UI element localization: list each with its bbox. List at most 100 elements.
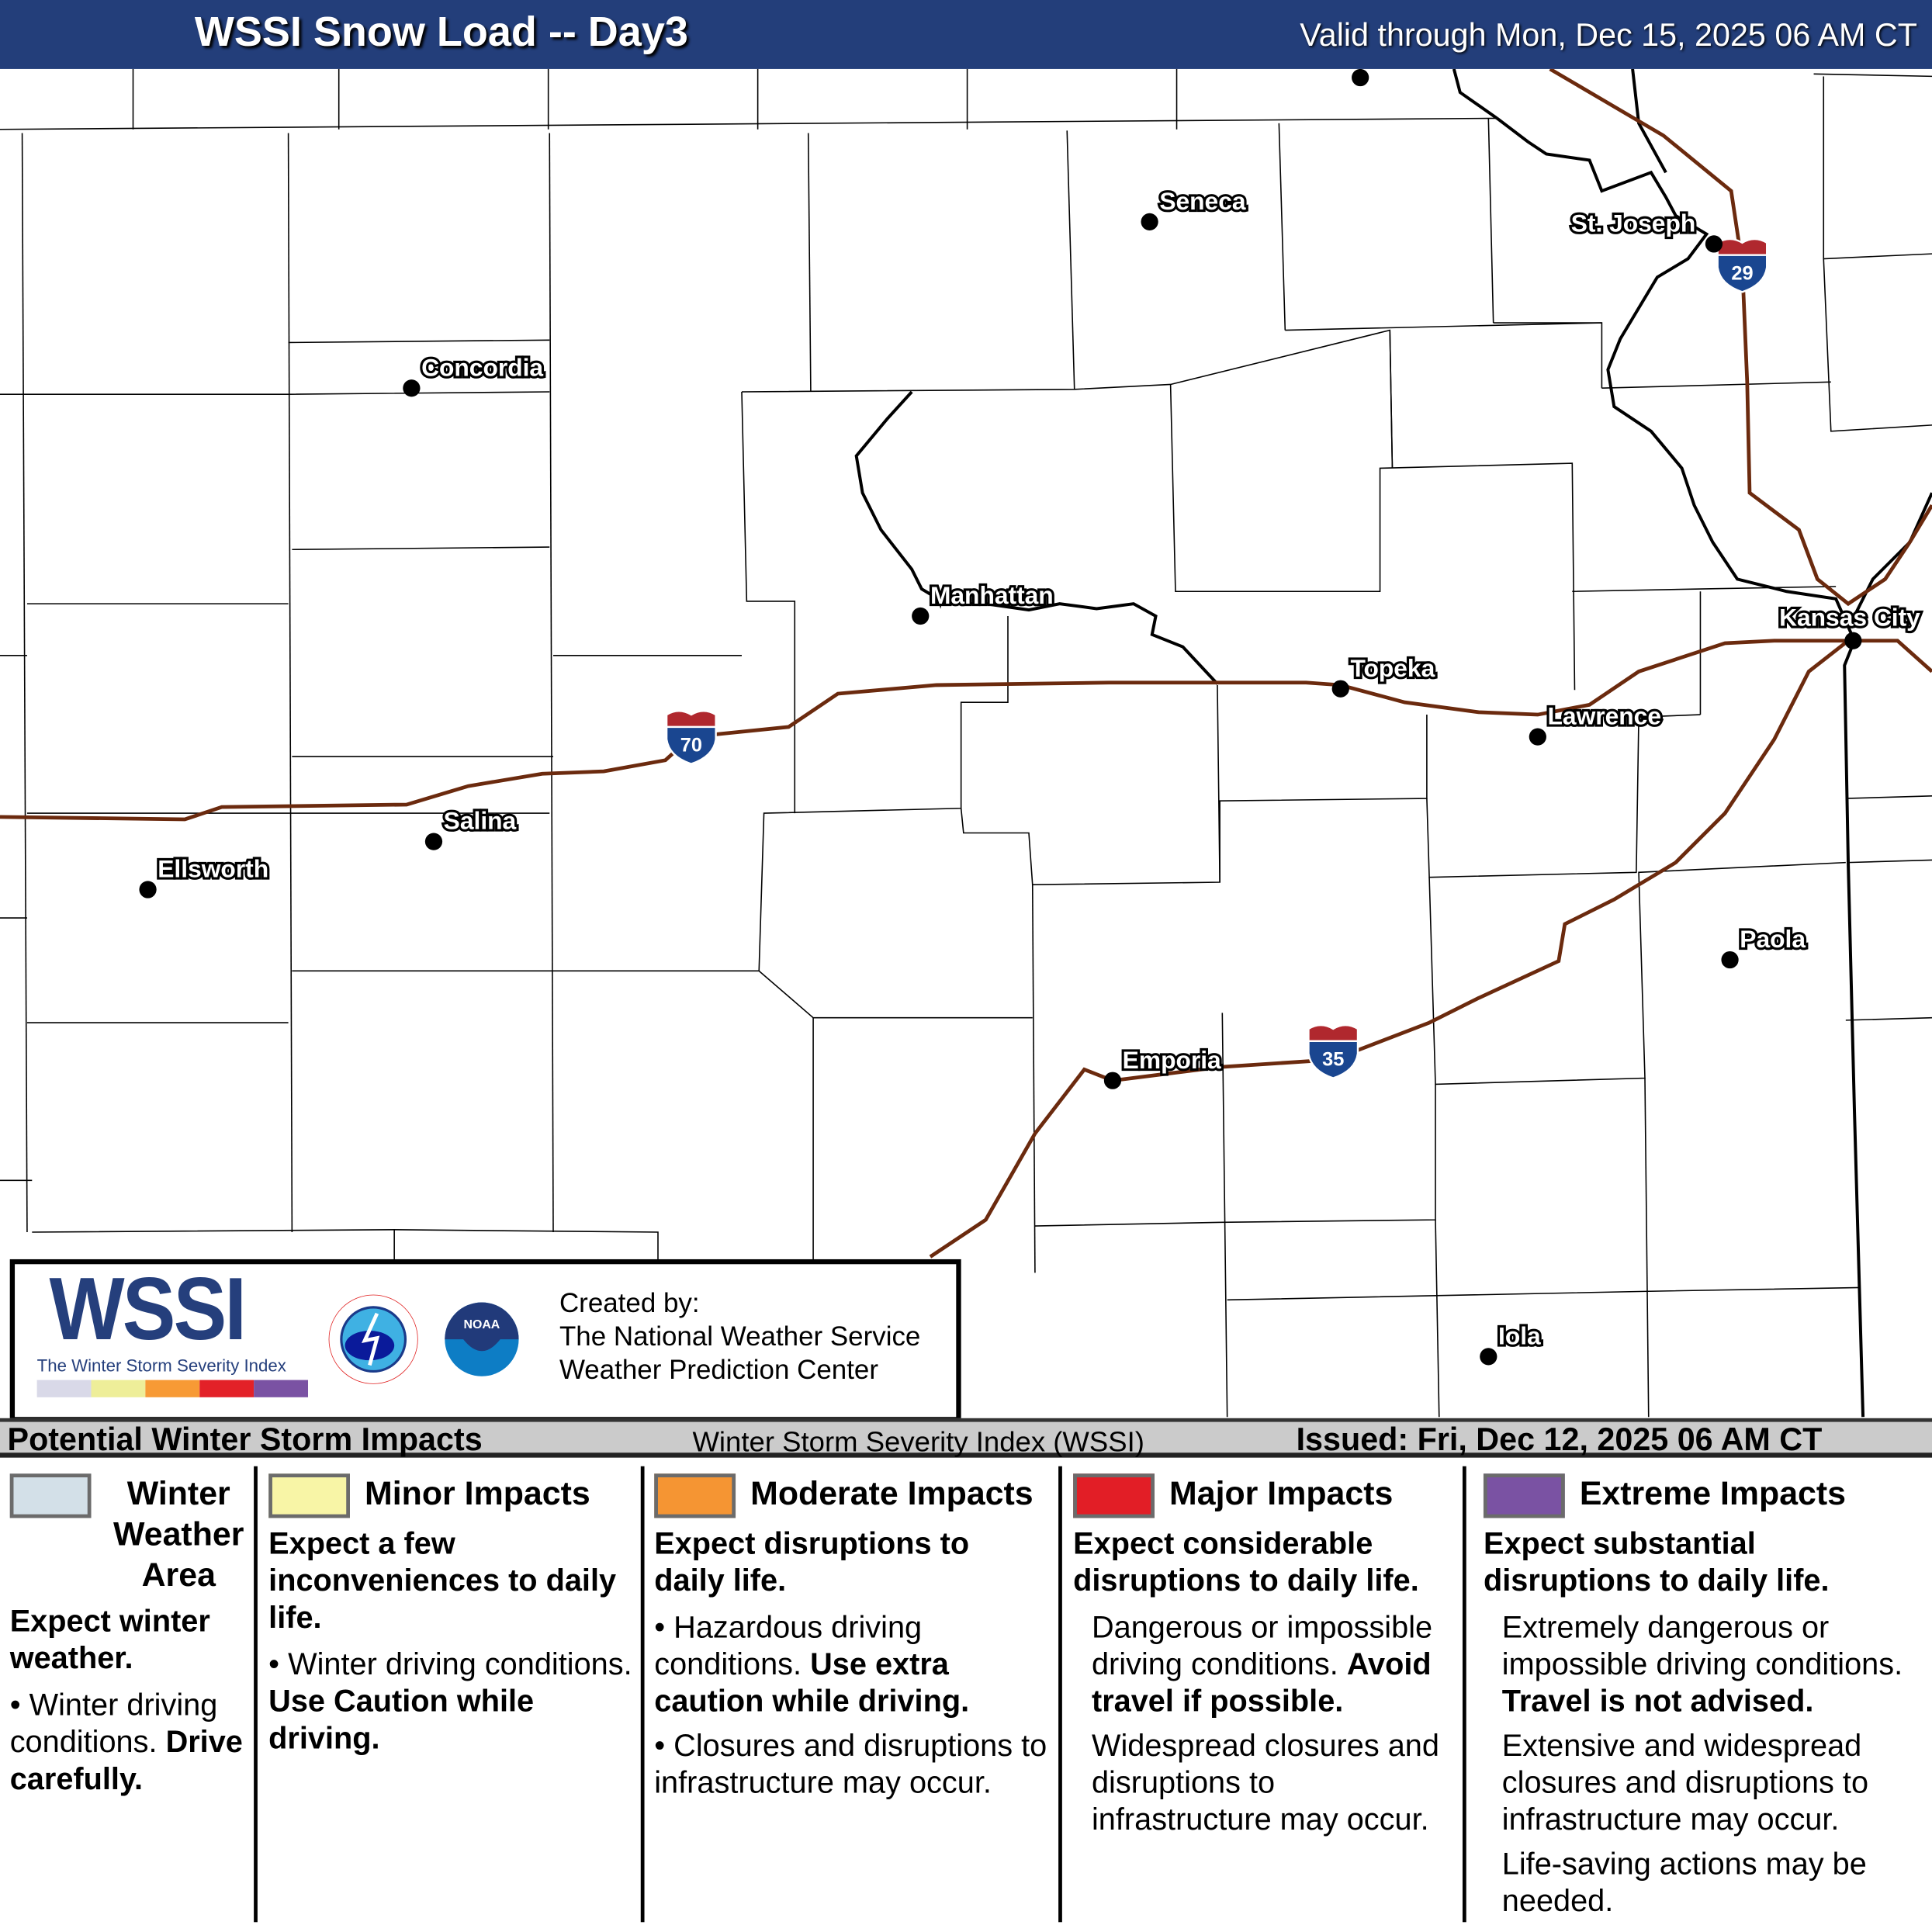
minor-swatch [268,1473,350,1518]
legend-title: Potential Winter Storm Impacts [7,1420,483,1458]
title-bar: WSSI Snow Load -- Day3 Valid through Mon… [0,0,1932,69]
county-line [741,391,796,814]
county-line [1823,76,1932,260]
city-dot [1352,68,1369,87]
scale-winter [36,1380,92,1397]
county-line [1601,381,1831,390]
created-by-label: Created by: [559,1287,700,1319]
county-line [758,970,1033,1019]
county-line [0,117,1497,130]
winter-title: Winter Weather Area [113,1474,244,1594]
interstate-shield-icon: 29 [1716,237,1768,293]
interstate-highway [0,639,1932,822]
state-border [854,68,1932,1418]
divider [254,1466,258,1923]
noaa-logo-text: NOAA [464,1318,500,1331]
city-label: Seneca [1159,187,1246,215]
county-line [1219,715,1428,883]
moderate-bullet: • Hazardous driving conditions. [654,1610,923,1682]
minor-title: Minor Impacts [365,1474,590,1512]
county-line [1169,384,1576,691]
extreme-bullet-3: Life-saving actions may be needed. [1501,1847,1867,1919]
moderate-bold: Use extra caution while driving. [654,1647,970,1719]
nws-logo-icon [324,1290,423,1389]
extreme-desc: Expect substantial disruptions to daily … [1483,1526,1830,1598]
interstate-number: 70 [680,735,702,757]
legend-header: Potential Winter Storm Impacts Winter St… [0,1418,1932,1458]
scale-extreme [254,1380,309,1397]
county-line [1034,1084,1436,1227]
county-line [0,391,550,395]
county-line [1426,717,1639,878]
county-line [807,133,812,392]
city-label: Salina [444,807,517,835]
county-line [1847,859,1932,864]
interstate-highway [1549,68,1932,607]
county-line [1639,714,1701,718]
interstate-highway [929,639,1850,1259]
city-label: Concordia [421,353,543,381]
county-line [960,684,1220,885]
city-label: St. Joseph [1571,209,1696,237]
city-dot [1141,213,1158,230]
extreme-swatch [1483,1473,1565,1518]
interstate-number: 29 [1731,262,1753,284]
county-line [549,133,554,1233]
wssi-color-scale [36,1380,309,1397]
map: 70 29 35 Seneca Concordia Manhattan Topeka Law… [0,68,1932,1418]
county-line [1644,1078,1650,1418]
county-line [1435,1220,1440,1418]
state-border-or-river [1853,492,1932,617]
major-bullet-2: Widespread closures and disruptions to i… [1091,1728,1439,1837]
county-boundaries [0,68,1932,1418]
city-label: Ellsworth [158,855,268,883]
major-bullet: Dangerous or impossible driving conditio… [1091,1610,1433,1682]
county-line [1389,330,1394,469]
city-label: Topeka [1350,654,1435,682]
logo-panel: WSSI The Winter Storm Severity Index NOA… [9,1259,961,1422]
city-dot [424,833,443,850]
city-label: Iola [1498,1322,1541,1350]
major-desc: Expect considerable disruptions to daily… [1073,1526,1419,1598]
extreme-title: Extreme Impacts [1579,1474,1847,1512]
creator-nws: The National Weather Service [559,1321,921,1352]
county-line [1572,586,1837,593]
city-dot [1844,632,1862,649]
legend-minor: Minor Impacts Expect a few inconvenience… [268,1466,638,1929]
interstate-shield-icon: 70 [665,710,717,765]
state-border-or-river [1496,116,1865,1418]
creator-wpc: Weather Prediction Center [559,1354,879,1385]
legend-subtitle: Winter Storm Severity Index (WSSI) [692,1425,1144,1458]
divider [1462,1466,1466,1923]
issued-time: Issued: Fri, Dec 12, 2025 06 AM CT [1296,1420,1823,1458]
city-dot [1721,950,1739,969]
moderate-swatch [654,1473,736,1518]
city-label: Paola [1740,925,1806,953]
extreme-bullet: Extremely dangerous or impossible drivin… [1501,1610,1903,1682]
county-line [1221,1013,1228,1418]
minor-bold: Use Caution while driving. [268,1684,535,1756]
created-by: Created by: The National Weather Service… [559,1286,920,1387]
minor-bullet: • Winter driving conditions. [268,1647,632,1682]
county-line [741,329,1394,469]
county-line [287,133,293,1233]
county-line [1066,130,1075,390]
county-line [1278,123,1286,331]
interstates [0,68,1932,1259]
county-line [1285,322,1602,331]
major-title: Major Impacts [1169,1474,1394,1512]
county-line [758,616,1009,971]
city-dot [912,607,930,625]
moderate-desc: Expect disruptions to daily life. [654,1526,970,1598]
county-line [292,546,550,551]
extreme-bullet-2: Extensive and widespread closures and di… [1501,1728,1869,1837]
divider [640,1466,645,1923]
valid-time: Valid through Mon, Dec 15, 2025 06 AM CT [1300,16,1917,54]
winter-bold: Drive carefully. [9,1725,243,1797]
scale-major [199,1380,254,1397]
city-dot [139,881,157,898]
noaa-logo-icon: NOAA [432,1290,531,1389]
divider [1058,1466,1062,1923]
city-dot [1331,680,1349,698]
county-line [1031,885,1036,1273]
